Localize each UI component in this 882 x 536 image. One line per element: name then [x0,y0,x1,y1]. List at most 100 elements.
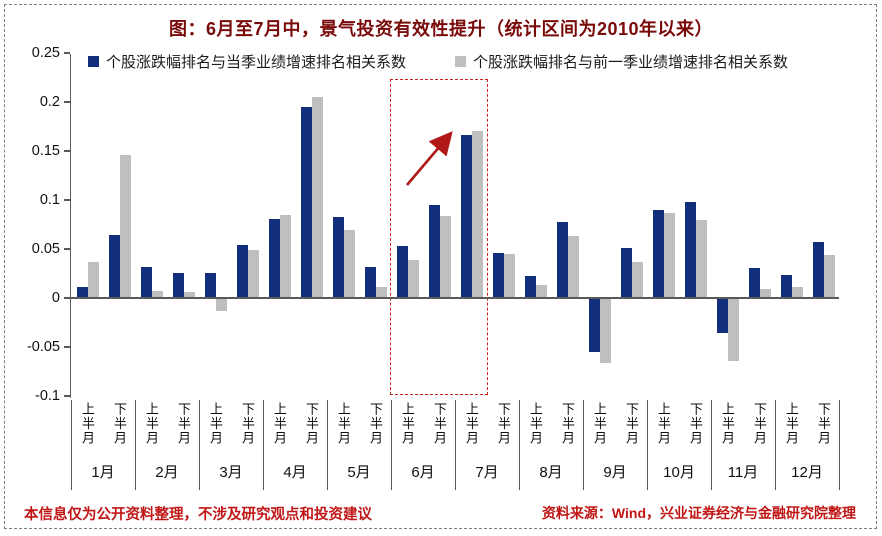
half-month-label: 下半月 [432,402,447,446]
bar-previous-quarter [376,287,387,298]
half-month-label: 上半月 [80,402,95,446]
month-divider [775,400,776,490]
month-divider [327,400,328,490]
half-month-label: 下半月 [368,402,383,446]
half-month-label: 上半月 [272,402,287,446]
bar-previous-quarter [472,131,483,298]
disclaimer-text: 本信息仅为公开资料整理，不涉及研究观点和投资建议 [24,507,372,523]
bar-previous-quarter [312,97,323,298]
zero-line [71,297,839,299]
bar-previous-quarter [632,262,643,298]
month-label: 5月 [347,464,371,481]
half-month-label: 上半月 [656,402,671,446]
y-tick-label: 0.05 [31,241,60,257]
half-month-label: 下半月 [688,402,703,446]
half-month-label: 下半月 [112,402,127,446]
bar-current-quarter [237,245,248,298]
bar-current-quarter [301,107,312,298]
month-divider [71,400,72,490]
bar-current-quarter [557,222,568,298]
bar-current-quarter [685,202,696,298]
half-month-label: 下半月 [240,402,255,446]
month-label: 10月 [663,464,695,481]
half-month-label: 上半月 [400,402,415,446]
month-divider [135,400,136,490]
bar-current-quarter [365,267,376,298]
bar-previous-quarter [696,220,707,298]
half-month-label: 上半月 [208,402,223,446]
bar-previous-quarter [440,216,451,298]
bar-current-quarter [109,235,120,298]
month-divider [199,400,200,490]
bar-previous-quarter [504,254,515,298]
half-month-label: 上半月 [720,402,735,446]
y-tick-label: 0 [51,290,60,306]
bar-previous-quarter [184,292,195,298]
month-label: 6月 [411,464,435,481]
bar-previous-quarter [216,299,227,311]
bar-current-quarter [589,299,600,352]
y-tick-label: 0.15 [31,143,60,159]
y-tick-label: -0.05 [26,339,60,355]
legend-swatch-previous-quarter [455,55,466,67]
month-divider [583,400,584,490]
chart-title: 图：6月至7月中，景气投资有效性提升（统计区间为2010年以来） [168,19,714,39]
bar-current-quarter [621,248,632,298]
y-tick-label: 0.25 [31,45,60,61]
bar-current-quarter [749,268,760,298]
bar-previous-quarter [408,260,419,298]
month-label: 8月 [539,464,563,481]
half-month-label: 下半月 [752,402,767,446]
bar-current-quarter [77,287,88,298]
month-label: 3月 [219,464,243,481]
bar-previous-quarter [568,236,579,298]
bar-previous-quarter [152,291,163,298]
bar-current-quarter [653,210,664,298]
bar-current-quarter [333,217,344,298]
bar-previous-quarter [792,287,803,298]
y-tick-label: 0.1 [39,192,60,208]
half-month-label: 下半月 [624,402,639,446]
bar-current-quarter [781,275,792,298]
y-tick-label: 0.2 [39,94,60,110]
half-month-label: 上半月 [464,402,479,446]
half-month-label: 上半月 [528,402,543,446]
month-divider [391,400,392,490]
bar-current-quarter [173,273,184,298]
bar-previous-quarter [728,299,739,361]
legend-label-current-quarter: 个股涨跌幅排名与当季业绩增速排名相关系数 [106,53,407,71]
month-label: 1月 [91,464,115,481]
half-month-label: 上半月 [592,402,607,446]
half-month-label: 上半月 [144,402,159,446]
legend-swatch-current-quarter [88,55,99,67]
y-axis-line [69,54,71,398]
bar-previous-quarter [280,215,291,298]
bar-current-quarter [205,273,216,298]
month-divider [839,400,840,490]
bar-previous-quarter [536,285,547,298]
month-divider [519,400,520,490]
half-month-label: 上半月 [336,402,351,446]
month-label: 9月 [603,464,627,481]
bar-current-quarter [717,299,728,333]
annotation-arrow-icon [406,131,453,186]
month-divider [711,400,712,490]
legend-item-previous-quarter: 个股涨跌幅排名与前一季业绩增速排名相关系数 [455,52,788,71]
bar-previous-quarter [88,262,99,298]
bar-current-quarter [269,219,280,298]
month-label: 4月 [283,464,307,481]
bar-current-quarter [461,135,472,298]
x-axis-labels: 上半月 下半月 1月 上半月 下半月 2月 上半月 下半月 3月 上半月 下半月 4月 上半月 下半月 5月… [0,399,882,495]
bar-current-quarter [141,267,152,298]
bar-current-quarter [813,242,824,298]
month-divider [647,400,648,490]
plot-area [69,54,839,398]
month-label: 12月 [791,464,823,481]
month-label: 2月 [155,464,179,481]
bar-previous-quarter [120,155,131,298]
bar-previous-quarter [760,289,771,298]
legend-item-current-quarter: 个股涨跌幅排名与当季业绩增速排名相关系数 [88,52,407,71]
half-month-label: 上半月 [784,402,799,446]
half-month-label: 下半月 [176,402,191,446]
bar-previous-quarter [824,255,835,298]
